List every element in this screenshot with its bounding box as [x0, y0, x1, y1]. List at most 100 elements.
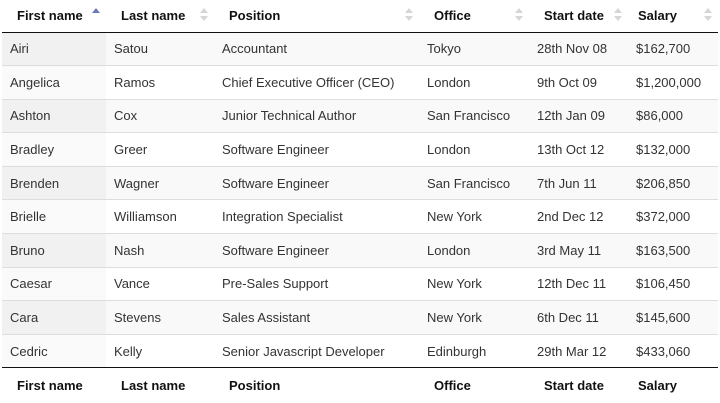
- cell-office: New York: [419, 199, 529, 234]
- cell-office: Tokyo: [419, 32, 529, 66]
- sort-both-icon: [515, 7, 523, 23]
- cell-first-name: Angelica: [2, 65, 106, 100]
- column-header-label: Start date: [544, 8, 604, 24]
- cell-last-name: Greer: [106, 132, 214, 167]
- cell-last-name: Nash: [106, 233, 214, 268]
- footer-label-office: Office: [419, 367, 529, 403]
- cell-first-name: Bruno: [2, 233, 106, 268]
- column-header-last-name[interactable]: Last name: [106, 0, 214, 33]
- cell-office: London: [419, 132, 529, 167]
- footer-label-position: Position: [214, 367, 419, 403]
- column-header-label: Salary: [638, 8, 678, 24]
- cell-salary: $372,000: [628, 199, 718, 234]
- cell-office: London: [419, 233, 529, 268]
- cell-start-date: 6th Dec 11: [529, 300, 628, 335]
- cell-first-name: Brielle: [2, 199, 106, 234]
- cell-start-date: 12th Dec 11: [529, 266, 628, 301]
- cell-first-name: Brenden: [2, 165, 106, 200]
- cell-start-date: 13th Oct 12: [529, 132, 628, 167]
- table-row: Airi Satou Accountant Tokyo 28th Nov 08 …: [2, 32, 718, 66]
- column-header-position[interactable]: Position: [214, 0, 419, 33]
- sort-ascending-icon: [92, 7, 100, 23]
- cell-salary: $433,060: [628, 333, 718, 368]
- cell-salary: $106,450: [628, 266, 718, 301]
- table-footer: First name Last name Position Office Sta…: [2, 367, 718, 403]
- table-row: Bruno Nash Software Engineer London 3rd …: [2, 233, 718, 268]
- column-header-label: Last name: [121, 8, 186, 24]
- cell-position: Senior Javascript Developer: [214, 333, 419, 368]
- cell-salary: $162,700: [628, 32, 718, 66]
- table-row: Cedric Kelly Senior Javascript Developer…: [2, 333, 718, 368]
- cell-last-name: Cox: [106, 98, 214, 133]
- footer-label-start-date: Start date: [529, 367, 628, 403]
- cell-position: Accountant: [214, 32, 419, 66]
- cell-first-name: Cedric: [2, 333, 106, 368]
- cell-position: Software Engineer: [214, 165, 419, 200]
- footer-row: First name Last name Position Office Sta…: [2, 367, 718, 403]
- cell-start-date: 2nd Dec 12: [529, 199, 628, 234]
- footer-label-first-name: First name: [2, 367, 106, 403]
- cell-office: Edinburgh: [419, 333, 529, 368]
- table-row: Ashton Cox Junior Technical Author San F…: [2, 98, 718, 133]
- cell-office: London: [419, 65, 529, 100]
- cell-office: San Francisco: [419, 165, 529, 200]
- table-row: Caesar Vance Pre-Sales Support New York …: [2, 266, 718, 301]
- table-header: First name Last name Position Office Sta…: [2, 0, 718, 33]
- column-header-salary[interactable]: Salary: [628, 0, 718, 33]
- cell-position: Pre-Sales Support: [214, 266, 419, 301]
- table-body: Airi Satou Accountant Tokyo 28th Nov 08 …: [2, 32, 718, 368]
- cell-last-name: Stevens: [106, 300, 214, 335]
- cell-first-name: Airi: [2, 32, 106, 66]
- cell-first-name: Caesar: [2, 266, 106, 301]
- column-header-label: Position: [229, 8, 281, 24]
- cell-last-name: Ramos: [106, 65, 214, 100]
- sort-both-icon: [405, 7, 413, 23]
- cell-start-date: 12th Jan 09: [529, 98, 628, 133]
- table-row: Brielle Williamson Integration Specialis…: [2, 199, 718, 234]
- cell-start-date: 3rd May 11: [529, 233, 628, 268]
- cell-last-name: Wagner: [106, 165, 214, 200]
- cell-position: Chief Executive Officer (CEO): [214, 65, 419, 100]
- cell-last-name: Vance: [106, 266, 214, 301]
- cell-salary: $86,000: [628, 98, 718, 133]
- cell-salary: $206,850: [628, 165, 718, 200]
- table-row: Cara Stevens Sales Assistant New York 6t…: [2, 300, 718, 335]
- cell-office: San Francisco: [419, 98, 529, 133]
- cell-office: New York: [419, 300, 529, 335]
- column-header-label: Office: [434, 8, 471, 24]
- table-row: Bradley Greer Software Engineer London 1…: [2, 132, 718, 167]
- cell-start-date: 28th Nov 08: [529, 32, 628, 66]
- footer-label-salary: Salary: [628, 367, 718, 403]
- cell-position: Junior Technical Author: [214, 98, 419, 133]
- sort-both-icon: [704, 7, 712, 23]
- cell-start-date: 7th Jun 11: [529, 165, 628, 200]
- cell-last-name: Kelly: [106, 333, 214, 368]
- cell-position: Sales Assistant: [214, 300, 419, 335]
- column-header-first-name[interactable]: First name: [2, 0, 106, 33]
- cell-salary: $132,000: [628, 132, 718, 167]
- column-header-start-date[interactable]: Start date: [529, 0, 628, 33]
- column-header-label: First name: [17, 8, 83, 24]
- cell-last-name: Satou: [106, 32, 214, 66]
- cell-office: New York: [419, 266, 529, 301]
- cell-start-date: 29th Mar 12: [529, 333, 628, 368]
- cell-salary: $145,600: [628, 300, 718, 335]
- cell-position: Software Engineer: [214, 132, 419, 167]
- cell-first-name: Bradley: [2, 132, 106, 167]
- cell-first-name: Cara: [2, 300, 106, 335]
- cell-start-date: 9th Oct 09: [529, 65, 628, 100]
- cell-position: Integration Specialist: [214, 199, 419, 234]
- cell-salary: $163,500: [628, 233, 718, 268]
- footer-label-last-name: Last name: [106, 367, 214, 403]
- table-row: Brenden Wagner Software Engineer San Fra…: [2, 165, 718, 200]
- cell-first-name: Ashton: [2, 98, 106, 133]
- sort-both-icon: [200, 7, 208, 23]
- column-header-office[interactable]: Office: [419, 0, 529, 33]
- table-row: Angelica Ramos Chief Executive Officer (…: [2, 65, 718, 100]
- sort-both-icon: [614, 7, 622, 23]
- header-row: First name Last name Position Office Sta…: [2, 0, 718, 33]
- cell-position: Software Engineer: [214, 233, 419, 268]
- cell-last-name: Williamson: [106, 199, 214, 234]
- cell-salary: $1,200,000: [628, 65, 718, 100]
